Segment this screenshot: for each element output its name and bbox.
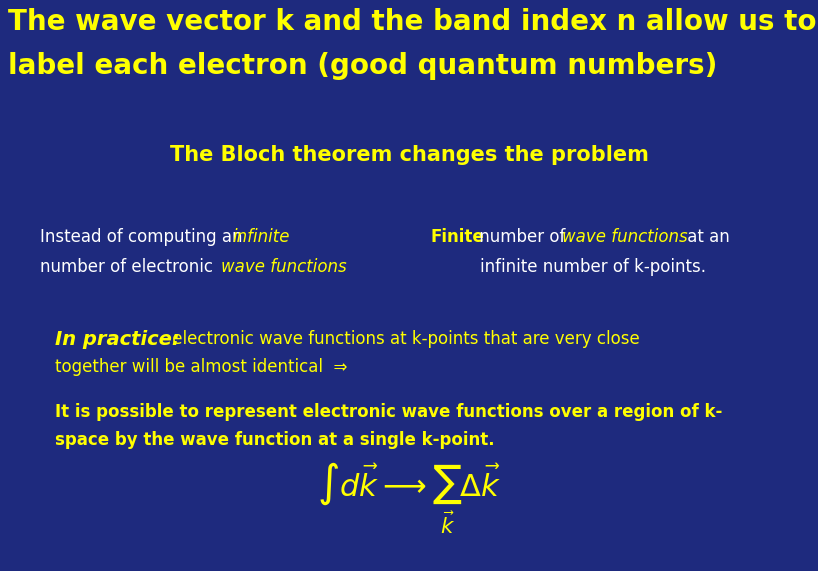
Text: infinite: infinite [232, 228, 290, 246]
Text: It is possible to represent electronic wave functions over a region of k-: It is possible to represent electronic w… [55, 403, 722, 421]
Text: The wave vector k and the band index n allow us to: The wave vector k and the band index n a… [8, 8, 816, 36]
Text: infinite number of k-points.: infinite number of k-points. [480, 258, 706, 276]
Text: In practice:: In practice: [55, 330, 180, 349]
Text: Finite: Finite [430, 228, 483, 246]
Text: label each electron (good quantum numbers): label each electron (good quantum number… [8, 52, 717, 80]
Text: $\int d\vec{k} \longrightarrow \sum_{\vec{k}} \Delta\vec{k}$: $\int d\vec{k} \longrightarrow \sum_{\ve… [317, 460, 501, 536]
Text: wave functions: wave functions [221, 258, 347, 276]
Text: The Bloch theorem changes the problem: The Bloch theorem changes the problem [169, 145, 649, 165]
Text: number of electronic: number of electronic [40, 258, 218, 276]
Text: together will be almost identical  ⇒: together will be almost identical ⇒ [55, 358, 348, 376]
Text: number of: number of [474, 228, 571, 246]
Text: at an: at an [682, 228, 730, 246]
Text: electronic wave functions at k-points that are very close: electronic wave functions at k-points th… [167, 330, 640, 348]
Text: wave functions: wave functions [562, 228, 688, 246]
Text: Instead of computing an: Instead of computing an [40, 228, 248, 246]
Text: space by the wave function at a single k-point.: space by the wave function at a single k… [55, 431, 495, 449]
